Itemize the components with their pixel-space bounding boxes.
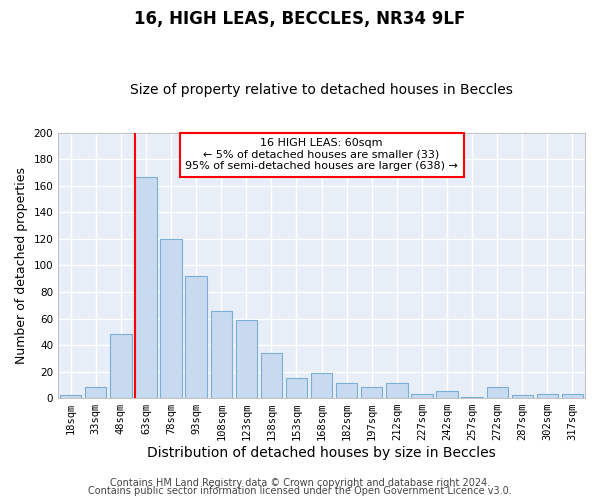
Bar [211,310,232,398]
Bar [136,176,157,398]
Bar [261,353,282,398]
Bar [487,388,508,398]
Bar [436,392,458,398]
Bar [336,384,358,398]
Text: Contains public sector information licensed under the Open Government Licence v3: Contains public sector information licen… [88,486,512,496]
Bar [361,388,382,398]
Bar [311,373,332,398]
Bar [85,388,106,398]
Bar [286,378,307,398]
Bar [185,276,207,398]
Text: 16, HIGH LEAS, BECCLES, NR34 9LF: 16, HIGH LEAS, BECCLES, NR34 9LF [134,10,466,28]
Title: Size of property relative to detached houses in Beccles: Size of property relative to detached ho… [130,83,513,97]
Bar [537,394,558,398]
Bar [386,384,407,398]
Bar [562,394,583,398]
Text: Contains HM Land Registry data © Crown copyright and database right 2024.: Contains HM Land Registry data © Crown c… [110,478,490,488]
Y-axis label: Number of detached properties: Number of detached properties [15,167,28,364]
Bar [236,320,257,398]
Text: 16 HIGH LEAS: 60sqm
← 5% of detached houses are smaller (33)
95% of semi-detache: 16 HIGH LEAS: 60sqm ← 5% of detached hou… [185,138,458,172]
Bar [160,239,182,398]
Bar [411,394,433,398]
Bar [110,334,131,398]
Bar [60,396,82,398]
Bar [461,397,483,398]
Bar [512,396,533,398]
X-axis label: Distribution of detached houses by size in Beccles: Distribution of detached houses by size … [147,446,496,460]
